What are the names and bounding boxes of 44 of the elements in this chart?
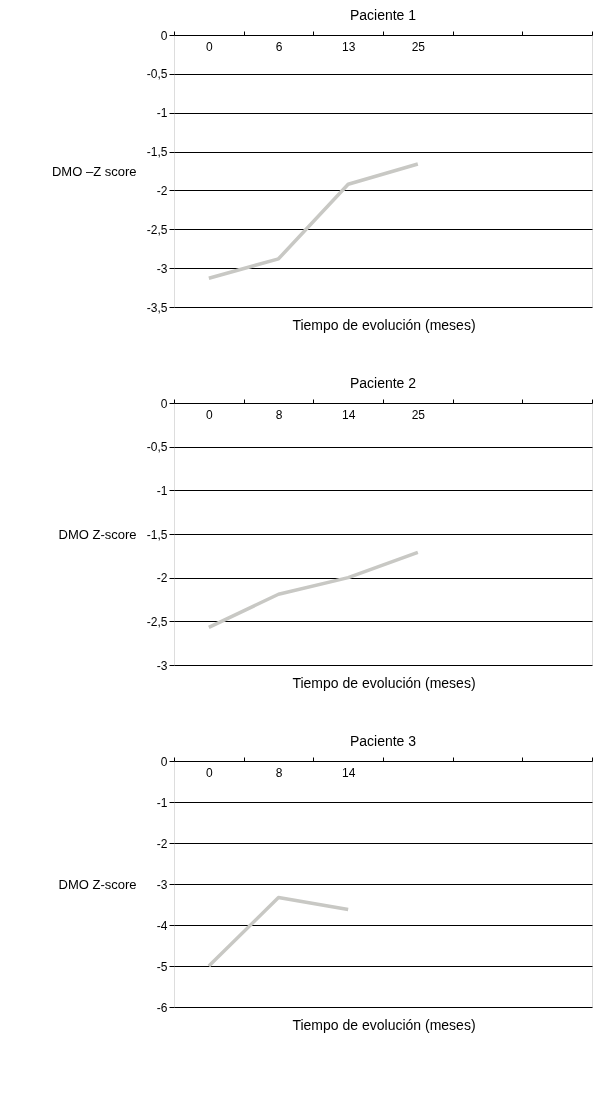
y-tick-label: -3 [156, 877, 168, 892]
y-tick-label: -6 [156, 1000, 168, 1015]
y-tick-label: -3 [156, 261, 168, 276]
y-tick-label: -1,5 [146, 527, 168, 542]
y-tick-label: -3,5 [146, 300, 168, 315]
y-tick-label: -1 [156, 795, 168, 810]
x-tick-label: 25 [411, 407, 426, 422]
line-series [207, 162, 420, 280]
y-tick-label: 0 [160, 754, 168, 769]
y-tick-label: -2,5 [146, 222, 168, 237]
x-tick-label: 0 [205, 39, 213, 54]
x-tick-label: 0 [205, 765, 213, 780]
y-tick-label: -0,5 [146, 67, 168, 82]
x-tick-label: 6 [275, 39, 283, 54]
y-axis-title: DMO –Z score [51, 163, 137, 179]
line-series [207, 550, 420, 630]
y-tick-label: -3 [156, 658, 168, 673]
x-tick-label: 13 [341, 39, 356, 54]
x-tick-label: 8 [275, 407, 283, 422]
chart-title: Paciente 2 [349, 375, 417, 391]
x-tick-label: 25 [411, 39, 426, 54]
y-tick-label: 0 [160, 396, 168, 411]
x-tick-label: 14 [341, 765, 356, 780]
y-tick-label: -4 [156, 918, 168, 933]
y-tick-label: -5 [156, 959, 168, 974]
y-tick-label: -1,5 [146, 145, 168, 160]
y-tick-label: -2 [156, 571, 168, 586]
x-tick-label: 14 [341, 407, 356, 422]
y-tick-label: -1 [156, 483, 168, 498]
y-tick-label: -2,5 [146, 614, 168, 629]
y-tick-label: -2 [156, 836, 168, 851]
y-tick-label: -0,5 [146, 440, 168, 455]
chart-title: Paciente 3 [349, 733, 417, 749]
y-axis-title: DMO Z-score [58, 876, 137, 892]
y-tick-label: -2 [156, 183, 168, 198]
chart-title: Paciente 1 [349, 7, 417, 23]
x-tick-label: 8 [275, 765, 283, 780]
x-axis-title: Tiempo de evolución (meses) [292, 317, 476, 333]
y-tick-label: -1 [156, 106, 168, 121]
y-tick-label: 0 [160, 28, 168, 43]
x-axis-title: Tiempo de evolución (meses) [292, 675, 476, 691]
x-axis-title: Tiempo de evolución (meses) [292, 1017, 476, 1033]
y-axis-title: DMO Z-score [58, 526, 137, 542]
x-tick-label: 0 [205, 407, 213, 422]
